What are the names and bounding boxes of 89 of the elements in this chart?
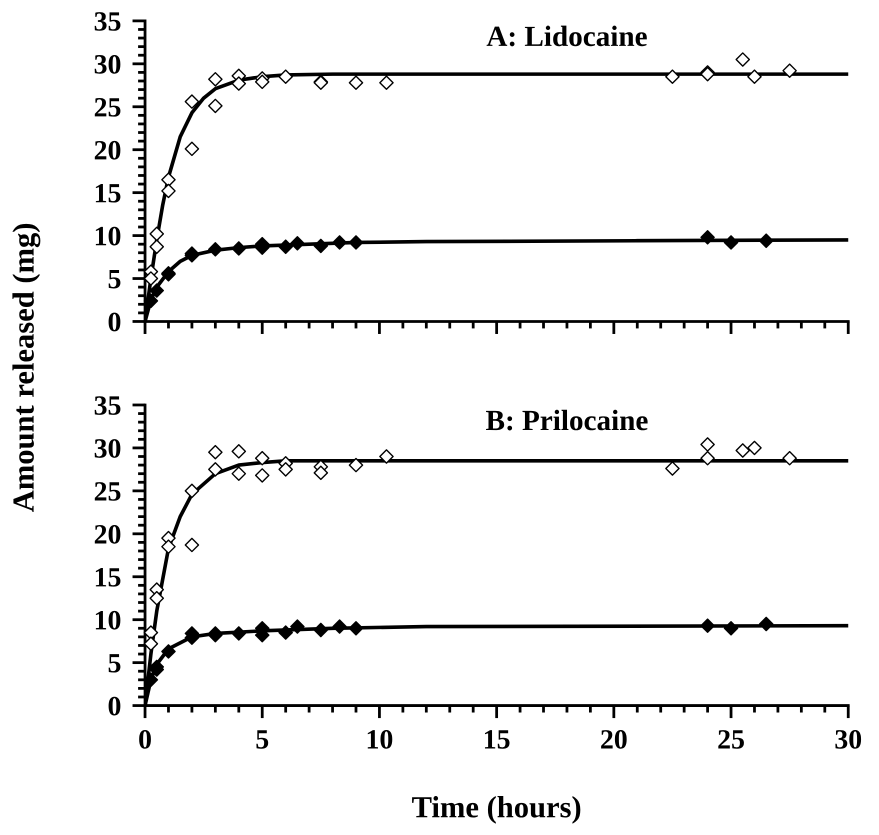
- point: [379, 75, 394, 90]
- x-tick-label: 10: [368, 730, 392, 749]
- point: [348, 458, 364, 472]
- point: [278, 625, 293, 640]
- point: [149, 590, 164, 606]
- point: [208, 242, 223, 257]
- y-tick-label: 10: [96, 226, 120, 246]
- point: [144, 625, 158, 640]
- y-tick-label: 0: [108, 696, 120, 716]
- point: [332, 619, 347, 634]
- point: [254, 468, 270, 483]
- point: [314, 238, 328, 254]
- point: [161, 644, 176, 659]
- y-tick-label: 25: [94, 482, 120, 501]
- point: [379, 449, 394, 464]
- point: [232, 444, 246, 459]
- point: [254, 74, 270, 90]
- point: [184, 94, 200, 109]
- point: [314, 622, 328, 638]
- y-tick-label: 15: [96, 568, 120, 587]
- y-tick-label: 20: [94, 140, 120, 160]
- point: [724, 235, 738, 250]
- x-tick-label: 15: [484, 730, 510, 749]
- point: [208, 444, 223, 460]
- y-tick-label: 30: [94, 439, 120, 458]
- point: [144, 271, 158, 286]
- y-tick-label: 15: [96, 184, 120, 203]
- point: [332, 235, 347, 250]
- point: [700, 437, 715, 452]
- point: [232, 626, 246, 641]
- point: [290, 236, 305, 251]
- point: [758, 616, 774, 632]
- point: [700, 230, 715, 245]
- y-tick-label: 0: [108, 312, 120, 332]
- point: [735, 443, 750, 458]
- point: [348, 75, 364, 90]
- point: [149, 283, 164, 298]
- point: [232, 241, 246, 256]
- y-tick-label: 5: [108, 654, 120, 673]
- point: [161, 172, 176, 188]
- point: [208, 72, 223, 87]
- point: [724, 620, 738, 636]
- point: [278, 462, 293, 477]
- point: [149, 239, 164, 254]
- point: [782, 63, 797, 78]
- y-axis-title: Amount released (mg): [12, 224, 40, 512]
- point: [758, 233, 774, 248]
- point: [232, 76, 246, 91]
- y-tick-label: 25: [94, 98, 120, 117]
- point: [149, 226, 164, 242]
- point: [254, 450, 270, 466]
- point: [782, 450, 797, 466]
- y-tick-label: 35: [94, 12, 120, 31]
- point: [144, 294, 158, 308]
- point: [184, 484, 200, 498]
- point: [278, 69, 293, 84]
- point: [700, 450, 715, 466]
- chart-title: A: Lidocaine: [486, 26, 647, 46]
- point: [184, 538, 200, 552]
- point: [161, 539, 176, 554]
- point: [665, 69, 680, 84]
- point: [161, 184, 176, 198]
- x-tick-label: 5: [256, 730, 268, 749]
- point: [314, 466, 328, 480]
- y-tick-label: 10: [96, 610, 120, 630]
- x-tick-label: 25: [718, 730, 744, 749]
- x-tick-label: 30: [835, 730, 862, 749]
- point: [747, 440, 762, 456]
- point: [144, 636, 158, 652]
- point: [208, 462, 223, 477]
- chart-title: B: Prilocaine: [486, 410, 648, 430]
- point: [348, 235, 364, 250]
- y-tick-label: 30: [94, 54, 120, 74]
- y-tick-label: 20: [94, 524, 120, 544]
- point: [232, 466, 246, 481]
- point: [348, 620, 364, 636]
- x-tick-label: 20: [601, 730, 627, 749]
- point: [700, 618, 715, 633]
- x-tick-label: 0: [139, 730, 151, 749]
- y-tick-label: 5: [108, 270, 120, 288]
- point: [278, 239, 293, 254]
- x-axis-title: Time (hours): [412, 796, 580, 824]
- point: [665, 461, 680, 476]
- point: [747, 69, 762, 84]
- y-tick-label: 35: [94, 396, 120, 415]
- point: [208, 98, 223, 114]
- point: [735, 52, 750, 67]
- point: [184, 142, 200, 156]
- point: [290, 619, 305, 634]
